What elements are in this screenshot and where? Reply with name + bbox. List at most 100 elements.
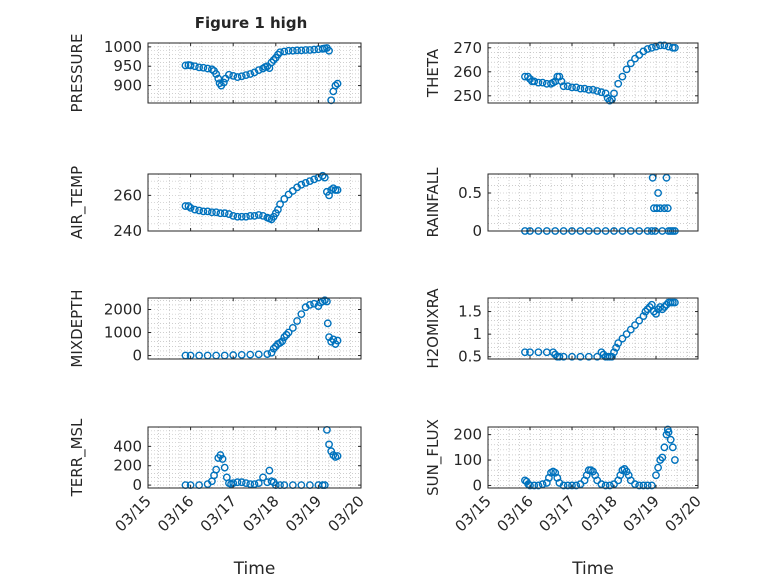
data-point — [305, 301, 314, 309]
data-point — [610, 348, 618, 357]
data-point — [652, 204, 661, 213]
y-axis-label: AIR_TEMP — [68, 166, 87, 239]
axes-theta: 250 260 270 THETA — [424, 39, 699, 105]
data-point — [237, 350, 246, 359]
data-point — [563, 82, 572, 91]
data-point — [293, 46, 301, 55]
data-point — [538, 78, 547, 87]
data-point — [660, 204, 669, 213]
data-point — [237, 212, 246, 221]
y-tick-label: 0 — [132, 476, 142, 494]
data-point — [526, 348, 534, 357]
data-point — [190, 205, 199, 214]
data-point — [618, 334, 627, 343]
data-point — [203, 64, 212, 73]
data-point — [284, 46, 293, 55]
data-point — [310, 175, 319, 184]
data-point — [660, 303, 669, 311]
data-point — [614, 79, 623, 88]
axes-box — [487, 297, 699, 360]
data-point — [190, 62, 199, 71]
data-point — [608, 352, 616, 361]
data-point — [254, 479, 263, 488]
data-point — [671, 43, 679, 52]
data-point — [323, 319, 332, 328]
x-axis-label: Time — [233, 559, 276, 579]
data-point — [530, 77, 539, 86]
data-point — [310, 45, 319, 54]
axes-air_temp: 240 260 AIR_TEMP — [68, 166, 362, 240]
axes-box — [487, 173, 699, 232]
data-point — [225, 210, 233, 218]
data-point — [269, 56, 278, 64]
data-point — [538, 480, 547, 489]
data-point — [652, 309, 660, 318]
y-axis-label: TERR_MSL — [68, 418, 87, 497]
y-tick-label: 260 — [113, 186, 142, 204]
data-point — [301, 46, 310, 54]
data-point — [572, 83, 581, 92]
data-point — [641, 307, 650, 316]
data-point — [589, 85, 597, 94]
data-point — [534, 348, 543, 357]
data-point — [658, 305, 667, 314]
data-point — [626, 59, 635, 68]
y-axis-label: PRESSURE — [68, 34, 86, 113]
y-tick-label: 2000 — [104, 301, 142, 319]
data-point — [237, 478, 246, 487]
data-point — [246, 480, 255, 489]
data-point — [263, 62, 272, 71]
data-point — [186, 61, 195, 70]
y-tick-label: 950 — [113, 57, 142, 75]
data-point — [555, 352, 564, 361]
data-point — [593, 87, 602, 95]
data-point — [666, 435, 675, 444]
data-point — [254, 350, 263, 359]
y-tick-label: 1.5 — [458, 303, 482, 321]
axes-mixdepth: 0 1000 2000 MIXDEPTH — [68, 289, 362, 368]
data-point — [305, 177, 314, 186]
data-point — [605, 481, 614, 490]
data-point — [301, 303, 310, 312]
data-point — [259, 473, 267, 482]
data-point — [199, 207, 208, 216]
data-point — [643, 481, 652, 490]
data-point — [652, 471, 660, 480]
data-point — [265, 466, 274, 475]
y-tick-label: 900 — [113, 77, 142, 95]
data-point — [325, 440, 333, 449]
data-point — [212, 70, 221, 78]
data-point — [278, 337, 287, 346]
data-point — [329, 184, 338, 193]
data-point — [331, 81, 340, 90]
y-tick-label: 0 — [472, 222, 482, 240]
y-axis-label: THETA — [424, 48, 442, 98]
data-point — [534, 78, 543, 87]
data-point — [280, 333, 289, 342]
data-point — [671, 456, 679, 464]
y-tick-label: 1 — [472, 325, 482, 343]
y-tick-label: 0.5 — [458, 348, 482, 366]
data-point — [233, 212, 242, 221]
data-point — [612, 343, 620, 352]
data-point — [225, 70, 233, 79]
data-point — [643, 45, 652, 53]
data-point — [568, 83, 576, 92]
data-point — [329, 451, 338, 459]
data-point — [259, 211, 267, 220]
data-point — [269, 344, 278, 353]
data-point — [212, 465, 221, 474]
data-point — [668, 443, 677, 452]
data-point — [647, 481, 656, 490]
data-point — [671, 298, 679, 307]
data-point — [660, 443, 669, 452]
data-point — [220, 463, 229, 472]
y-tick-label: 1000 — [104, 324, 142, 342]
data-point — [218, 455, 227, 463]
data-point — [246, 70, 255, 78]
data-point — [648, 173, 657, 182]
data-point — [207, 208, 216, 217]
data-point — [195, 206, 204, 215]
data-point — [549, 348, 557, 357]
